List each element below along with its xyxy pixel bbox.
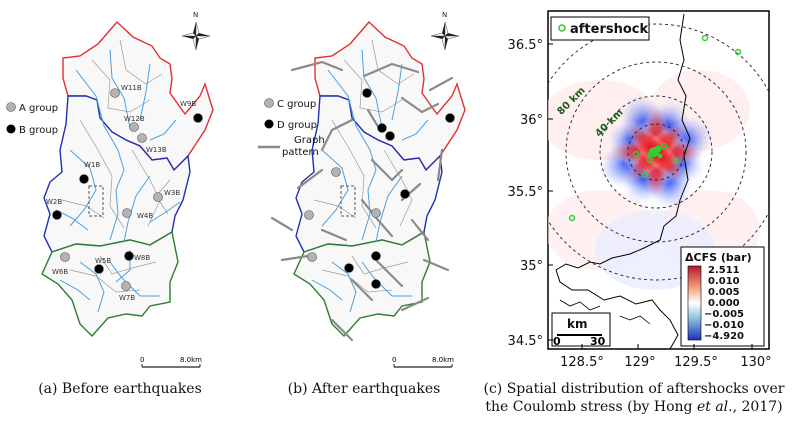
well-label: W7B — [119, 294, 135, 302]
north-label: N — [193, 11, 198, 19]
colorbar-title: ΔCFS (bar) — [685, 251, 752, 264]
y-tick-label: 35.5° — [508, 185, 543, 200]
scalebar-zero: 0 — [553, 335, 561, 348]
caption-a: (a) Before earthquakes — [38, 381, 202, 397]
well-label: W2B — [46, 198, 62, 206]
y-tick-label: 35° — [520, 259, 543, 274]
colorbar-label: −0.010 — [704, 320, 744, 331]
legend-c-group: C group — [277, 99, 316, 110]
legend-graph-pattern-line1: Graph — [294, 135, 325, 146]
x-tick-label: 129° — [624, 355, 655, 370]
well-label: W6B — [52, 268, 68, 276]
caption-c-line1: (c) Spatial distribution of aftershocks … — [483, 381, 785, 397]
coastline — [555, 13, 691, 349]
colorbar-label: 0.000 — [708, 298, 740, 309]
y-tick-label: 34.5° — [508, 334, 543, 349]
colorbar-label: −4.920 — [704, 331, 744, 342]
legend-d-group: D group — [277, 120, 317, 131]
well-label: W5B — [95, 257, 111, 265]
legend-graph-pattern-line2: pattern — [282, 147, 319, 158]
y-tick-label: 36.5° — [508, 38, 543, 53]
scalebar-title: km — [567, 317, 587, 331]
scale-zero: 0 — [392, 356, 396, 364]
well-label: W9B — [180, 100, 196, 108]
legend-aftershock: aftershock — [570, 22, 649, 37]
scalebar-end: 30 — [590, 335, 606, 348]
colorbar-label: 0.010 — [708, 276, 740, 287]
x-tick-label: 128.5° — [560, 355, 604, 370]
colorbar-label: 2.511 — [708, 265, 740, 276]
caption-c-em: et al — [696, 399, 729, 415]
panel-c-map: 80 km 40 km aftershock ΔCFS (bar) 2.511 … — [508, 10, 772, 370]
caption-c: (c) Spatial distribution of aftershocks … — [478, 380, 790, 416]
well-label: W1B — [84, 161, 100, 169]
well-label: W3B — [164, 189, 180, 197]
scale-end: 8.0km — [432, 356, 454, 364]
legend-a-group: A group — [19, 103, 58, 114]
panel-b-map: C group D group Graph pattern N 0 8.0km — [258, 11, 466, 368]
well-label: W11B — [121, 84, 142, 92]
north-label: N — [442, 11, 447, 19]
caption-c-pre: the Coulomb stress (by Hong — [485, 399, 697, 415]
legend-b-group: B group — [19, 125, 58, 136]
panel-a-map: W11B W9B W12B W13B W1B W3B W2B W4B W6B W… — [6, 11, 214, 368]
blue-basin — [43, 95, 191, 253]
well-label: W8B — [134, 254, 150, 262]
well-label: W12B — [124, 115, 145, 123]
caption-c-post: ., 2017) — [728, 399, 783, 415]
caption-b: (b) After earthquakes — [287, 381, 441, 397]
scale-end: 8.0km — [180, 356, 202, 364]
well-label: W4B — [137, 212, 153, 220]
compass-icon — [430, 21, 460, 51]
x-tick-label: 130° — [740, 355, 771, 370]
y-tick-label: 36° — [520, 113, 543, 128]
well-label: W13B — [146, 146, 167, 154]
green-basin — [41, 230, 179, 338]
caption-c-line2: the Coulomb stress (by Hong et al., 2017… — [478, 398, 790, 416]
compass-icon — [181, 21, 211, 51]
scale-zero: 0 — [140, 356, 144, 364]
x-tick-label: 129.5° — [674, 355, 718, 370]
colorbar-label: −0.005 — [704, 309, 744, 320]
colorbar-label: 0.005 — [708, 287, 740, 298]
